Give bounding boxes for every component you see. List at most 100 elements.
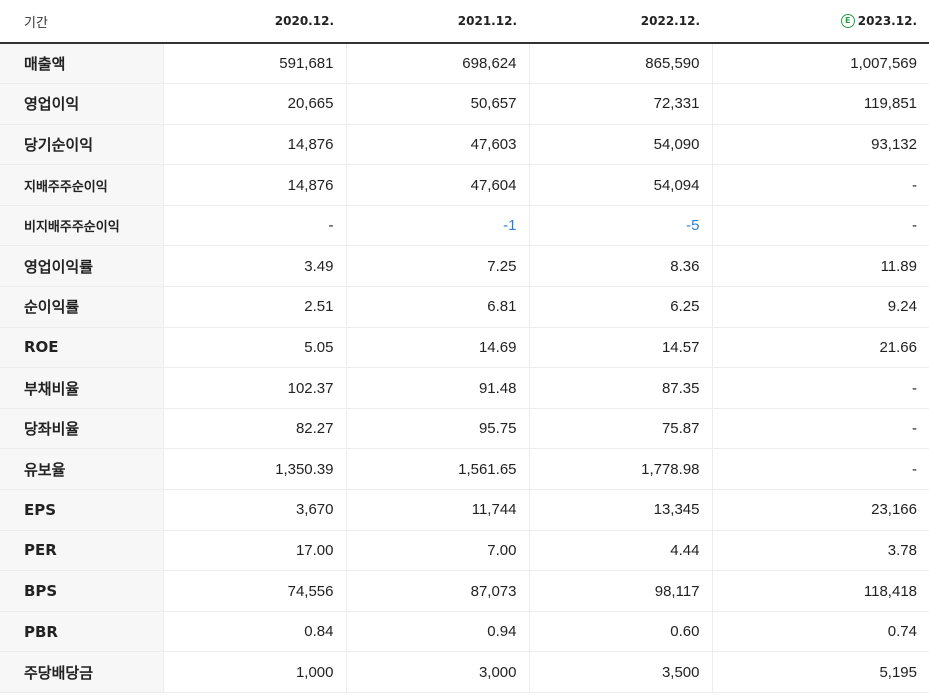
table-cell: 1,778.98 <box>528 448 712 491</box>
table-cell: 1,000 <box>162 651 346 693</box>
table-cell: 21.66 <box>711 327 929 369</box>
table-cell: - <box>711 367 929 409</box>
period-header-2022: 2022.12. <box>529 0 712 44</box>
table-cell: 87,073 <box>345 570 529 612</box>
table-cell: 14.69 <box>345 327 529 369</box>
table-cell: 9.24 <box>711 286 929 328</box>
table-row: EPS 3,670 11,744 13,345 23,166 <box>0 489 929 531</box>
table-row: 당좌비율 82.27 95.75 75.87 - <box>0 408 929 450</box>
table-cell: 13,345 <box>528 489 712 531</box>
row-label: 순이익률 <box>0 286 163 328</box>
table-cell: 0.60 <box>528 611 712 653</box>
table-cell: 6.25 <box>528 286 712 328</box>
table-cell: 91.48 <box>345 367 529 409</box>
row-label: ROE <box>0 327 163 369</box>
table-cell: 17.00 <box>162 530 346 572</box>
row-label: BPS <box>0 570 163 612</box>
table-cell: 2.51 <box>162 286 346 328</box>
row-label: 영업이익률 <box>0 245 163 288</box>
table-cell: - <box>711 448 929 491</box>
table-row: 비지배주주순이익 - -1 -5 - <box>0 205 929 247</box>
table-cell: 20,665 <box>162 83 346 125</box>
table-row: ROE 5.05 14.69 14.57 21.66 <box>0 327 929 369</box>
table-cell: 14,876 <box>162 124 346 166</box>
table-cell: 87.35 <box>528 367 712 409</box>
table-cell: 0.94 <box>345 611 529 653</box>
table-row: PER 17.00 7.00 4.44 3.78 <box>0 530 929 572</box>
table-row: 부채비율 102.37 91.48 87.35 - <box>0 367 929 409</box>
table-cell: 5.05 <box>162 327 346 369</box>
table-cell: 102.37 <box>162 367 346 409</box>
table-cell: 14.57 <box>528 327 712 369</box>
table-cell: 47,603 <box>345 124 529 166</box>
table-cell: - <box>711 205 929 247</box>
table-cell: 82.27 <box>162 408 346 450</box>
table-cell: 72,331 <box>528 83 712 125</box>
table-cell: 3,000 <box>345 651 529 693</box>
table-cell: 3,500 <box>528 651 712 693</box>
table-cell: 0.74 <box>711 611 929 653</box>
row-label: 유보율 <box>0 448 163 491</box>
period-header-2021: 2021.12. <box>346 0 529 44</box>
row-label: 영업이익 <box>0 83 163 125</box>
table-cell: - <box>711 164 929 206</box>
table-cell: 23,166 <box>711 489 929 531</box>
table-cell: 95.75 <box>345 408 529 450</box>
table-cell: 865,590 <box>528 43 712 85</box>
table-cell: 4.44 <box>528 530 712 572</box>
table-cell: 7.00 <box>345 530 529 572</box>
table-cell: 1,561.65 <box>345 448 529 491</box>
table-cell: 11,744 <box>345 489 529 531</box>
table-cell: 14,876 <box>162 164 346 206</box>
period-header-label: 기간 <box>0 0 163 44</box>
table-cell: 11.89 <box>711 245 929 288</box>
row-label: 부채비율 <box>0 367 163 409</box>
table-cell: - <box>711 408 929 450</box>
table-cell: 7.25 <box>345 245 529 288</box>
table-cell: 1,007,569 <box>711 43 929 85</box>
estimate-icon: E <box>840 14 855 29</box>
table-cell: 3.78 <box>711 530 929 572</box>
period-header-2020: 2020.12. <box>163 0 346 44</box>
table-cell: 98,117 <box>528 570 712 612</box>
row-label: PER <box>0 530 163 572</box>
table-cell: 5,195 <box>711 651 929 693</box>
table-cell: 47,604 <box>345 164 529 206</box>
period-header-2023-label: 2023.12. <box>857 13 917 28</box>
table-row: PBR 0.84 0.94 0.60 0.74 <box>0 611 929 653</box>
table-cell: 1,350.39 <box>162 448 346 491</box>
table-cell: 119,851 <box>711 83 929 125</box>
table-row: BPS 74,556 87,073 98,117 118,418 <box>0 570 929 612</box>
table-cell: - <box>162 205 346 247</box>
table-cell: 118,418 <box>711 570 929 612</box>
row-label: 주당배당금 <box>0 651 163 693</box>
row-label: 비지배주주순이익 <box>0 205 163 247</box>
row-label: 매출액 <box>0 43 163 85</box>
table-cell: 75.87 <box>528 408 712 450</box>
row-label: 지배주주순이익 <box>0 164 163 206</box>
row-label: 당좌비율 <box>0 408 163 450</box>
row-label: PBR <box>0 611 163 653</box>
table-cell-negative: -1 <box>345 205 529 247</box>
table-cell: 54,094 <box>528 164 712 206</box>
table-cell-negative: -5 <box>528 205 712 247</box>
table-row: 영업이익률 3.49 7.25 8.36 11.89 <box>0 245 929 288</box>
table-cell: 74,556 <box>162 570 346 612</box>
row-label: EPS <box>0 489 163 531</box>
table-row: 당기순이익 14,876 47,603 54,090 93,132 <box>0 124 929 166</box>
table-cell: 3,670 <box>162 489 346 531</box>
table-row: 영업이익 20,665 50,657 72,331 119,851 <box>0 83 929 125</box>
table-row: 매출액 591,681 698,624 865,590 1,007,569 <box>0 43 929 85</box>
table-cell: 0.84 <box>162 611 346 653</box>
table-cell: 6.81 <box>345 286 529 328</box>
table-row: 유보율 1,350.39 1,561.65 1,778.98 - <box>0 448 929 491</box>
table-header-row: 기간 2020.12. 2021.12. 2022.12. E 2023.12. <box>0 0 929 44</box>
table-row: 지배주주순이익 14,876 47,604 54,094 - <box>0 164 929 206</box>
table-cell: 3.49 <box>162 245 346 288</box>
table-cell: 54,090 <box>528 124 712 166</box>
table-row: 순이익률 2.51 6.81 6.25 9.24 <box>0 286 929 328</box>
row-label: 당기순이익 <box>0 124 163 166</box>
table-row: 주당배당금 1,000 3,000 3,500 5,195 <box>0 651 929 693</box>
